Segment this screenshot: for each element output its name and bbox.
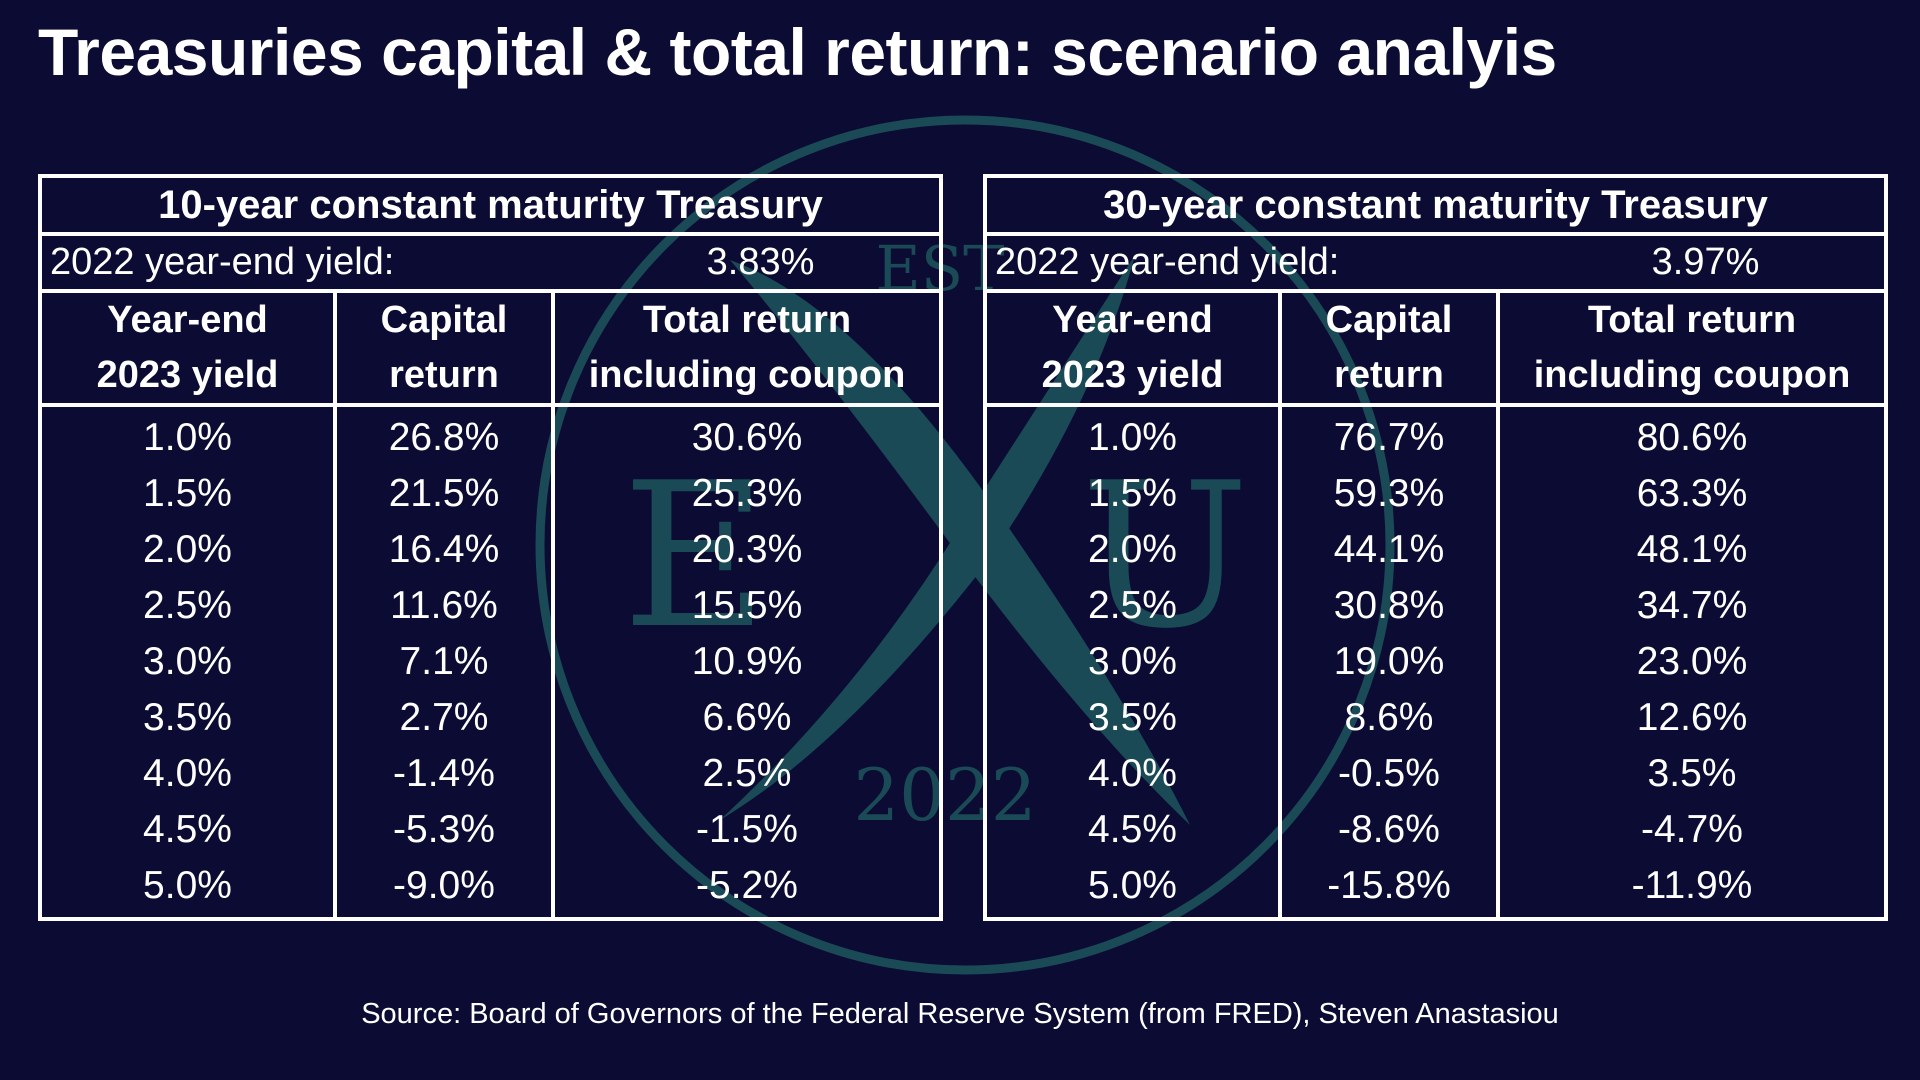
table-cell: -11.9% (1631, 864, 1753, 907)
table-cell: 25.3% (691, 472, 803, 515)
table-cell: 23.0% (1636, 640, 1748, 683)
table-cell: 1.5% (143, 472, 232, 515)
table-cell: 80.6% (1636, 416, 1748, 459)
table-cell: 19.0% (1333, 640, 1445, 683)
column-header: Total return including coupon (1500, 293, 1884, 407)
column-header: Total return including coupon (555, 293, 939, 407)
column-total-return: Total return including coupon 80.6% 63.3… (1500, 293, 1884, 917)
column-header-line: Total return (1587, 299, 1797, 341)
table-cell: 63.3% (1636, 472, 1748, 515)
yield-label: 2022 year-end yield: (995, 241, 1340, 283)
yield-value: 3.97% (1651, 241, 1760, 283)
column-header-line: Total return (642, 299, 852, 341)
table-cell: 3.5% (143, 696, 232, 739)
table-cell: 2.0% (1088, 528, 1177, 571)
source-note: Source: Board of Governors of the Federa… (361, 998, 1559, 1030)
table-cell: 4.5% (143, 808, 232, 851)
table-cell: 3.5% (1088, 696, 1177, 739)
table-cell: -1.5% (696, 808, 798, 851)
table-cell: 34.7% (1636, 584, 1748, 627)
table-cell: 1.5% (1088, 472, 1177, 515)
table-cell: 21.5% (388, 472, 500, 515)
table-cell: 48.1% (1636, 528, 1748, 571)
column-capital-return: Capital return 76.7% 59.3% 44.1% 30.8% 1… (1282, 293, 1500, 917)
table-heading: 10-year constant maturity Treasury (42, 178, 939, 236)
table-cell: 7.1% (399, 640, 489, 683)
table-cell: 4.0% (1088, 752, 1177, 795)
table-cell: 2.5% (1088, 584, 1177, 627)
table-cell: 5.0% (1088, 864, 1177, 907)
table-cell: 8.6% (1344, 696, 1434, 739)
column-header-line: including coupon (588, 354, 906, 396)
table-30-year: 30-year constant maturity Treasury 2022 … (983, 174, 1888, 921)
column-header-line: including coupon (1533, 354, 1851, 396)
column-total-return: Total return including coupon 30.6% 25.3… (555, 293, 939, 917)
column-header-line: return (1334, 354, 1444, 396)
table-columns: Year-end 2023 yield 1.0% 1.5% 2.0% 2.5% … (42, 293, 939, 917)
column-yield: Year-end 2023 yield 1.0% 1.5% 2.0% 2.5% … (42, 293, 337, 917)
table-cell: 15.5% (691, 584, 803, 627)
table-cell: 11.6% (390, 584, 498, 627)
table-cell: 20.3% (691, 528, 803, 571)
table-cell: -8.6% (1338, 808, 1440, 851)
yield-label: 2022 year-end yield: (50, 241, 395, 283)
table-cell: 5.0% (143, 864, 232, 907)
column-header-line: Capital (1325, 299, 1453, 341)
table-heading: 30-year constant maturity Treasury (987, 178, 1884, 236)
table-cell: -0.5% (1338, 752, 1440, 795)
table-cell: -5.3% (393, 808, 495, 851)
table-cell: -15.8% (1327, 864, 1451, 907)
table-cell: 4.0% (143, 752, 232, 795)
table-cell: 44.1% (1333, 528, 1445, 571)
table-cell: 30.8% (1333, 584, 1445, 627)
table-cell: 6.6% (702, 696, 792, 739)
column-header: Year-end 2023 yield (987, 293, 1278, 407)
table-cell: 2.0% (143, 528, 232, 571)
table-cell: 4.5% (1088, 808, 1177, 851)
table-cell: -1.4% (393, 752, 495, 795)
year-end-yield-row: 2022 year-end yield: 3.97% (987, 236, 1884, 293)
column-header-line: 2023 yield (96, 354, 279, 396)
table-cell: -9.0% (393, 864, 495, 907)
table-cell: -5.2% (696, 864, 798, 907)
column-header: Capital return (1282, 293, 1496, 407)
table-cell: 59.3% (1333, 472, 1445, 515)
page-title: Treasuries capital & total return: scena… (38, 15, 1557, 89)
table-cell: 26.8% (388, 416, 500, 459)
table-cell: 2.5% (702, 752, 792, 795)
table-10-year: 10-year constant maturity Treasury 2022 … (38, 174, 943, 921)
table-cell: 12.6% (1636, 696, 1748, 739)
column-header-line: Year-end (107, 299, 268, 341)
year-end-yield-row: 2022 year-end yield: 3.83% (42, 236, 939, 293)
column-header-line: Year-end (1052, 299, 1213, 341)
table-cell: 2.5% (143, 584, 232, 627)
column-header-line: return (389, 354, 499, 396)
table-cell: 16.4% (388, 528, 500, 571)
table-cell: 10.9% (691, 640, 803, 683)
table-cell: 76.7% (1333, 416, 1445, 459)
table-cell: 3.5% (1647, 752, 1737, 795)
column-header: Capital return (337, 293, 551, 407)
column-yield: Year-end 2023 yield 1.0% 1.5% 2.0% 2.5% … (987, 293, 1282, 917)
column-header-line: Capital (380, 299, 508, 341)
table-cell: 2.7% (399, 696, 489, 739)
column-capital-return: Capital return 26.8% 21.5% 16.4% 11.6% 7… (337, 293, 555, 917)
column-header: Year-end 2023 yield (42, 293, 333, 407)
table-cell: 3.0% (1088, 640, 1177, 683)
table-cell: 1.0% (1088, 416, 1177, 459)
column-header-line: 2023 yield (1041, 354, 1224, 396)
table-cell: 3.0% (143, 640, 232, 683)
table-cell: 30.6% (691, 416, 803, 459)
table-cell: 1.0% (143, 416, 232, 459)
table-cell: -4.7% (1641, 808, 1743, 851)
yield-value: 3.83% (706, 241, 815, 283)
table-columns: Year-end 2023 yield 1.0% 1.5% 2.0% 2.5% … (987, 293, 1884, 917)
